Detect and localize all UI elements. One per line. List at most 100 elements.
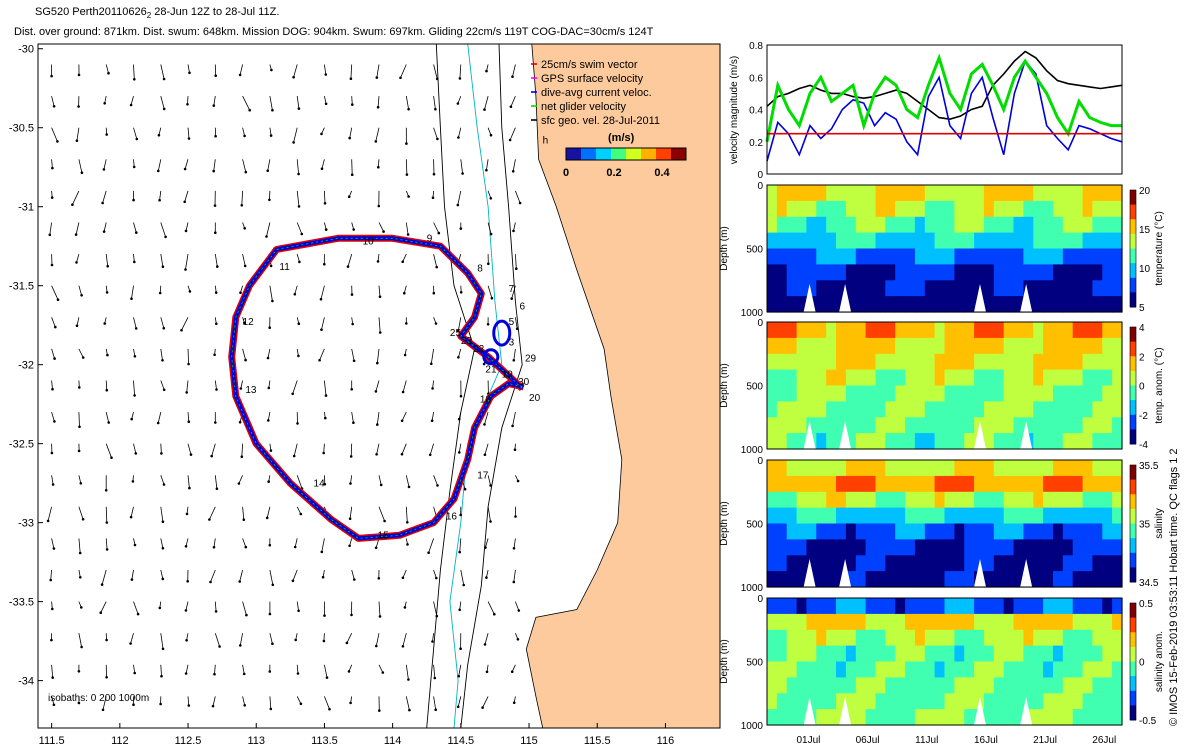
y-tick-label: -31.5 xyxy=(9,281,34,293)
velocity-arrow xyxy=(214,254,218,267)
velocity-arrow-head xyxy=(75,324,79,328)
velocity-arrow-head xyxy=(352,228,356,231)
section-cell xyxy=(1062,248,1074,265)
velocity-arrow-head xyxy=(184,609,188,612)
velocity-arrow-head xyxy=(189,453,193,456)
legend-unit: (m/s) xyxy=(608,132,635,144)
velocity-arrow-head xyxy=(133,671,136,675)
velocity-arrow xyxy=(515,190,521,204)
section-cell xyxy=(954,185,965,202)
section-cell xyxy=(974,248,985,265)
velocity-arrow xyxy=(484,633,489,645)
section-cell xyxy=(1102,491,1113,509)
section-cell xyxy=(826,629,837,647)
velocity-arrow-head xyxy=(459,647,462,650)
velocity-arrow-head xyxy=(270,68,273,72)
section-cell xyxy=(776,385,788,402)
velocity-arrow xyxy=(432,633,434,642)
section-cell xyxy=(944,598,955,615)
velocity-arrow-head xyxy=(208,518,211,521)
section-cell xyxy=(1033,709,1044,726)
section-cell xyxy=(836,369,847,387)
section-cell xyxy=(1062,353,1074,371)
velocity-arrow-head xyxy=(297,609,300,613)
section-cell xyxy=(1013,491,1024,509)
section-colorbar-segment xyxy=(1130,219,1136,235)
section-cell xyxy=(895,645,906,663)
velocity-arrow-head xyxy=(463,487,467,491)
velocity-arrow-head xyxy=(214,421,217,424)
section-colorbar-tick: -0.5 xyxy=(1139,716,1157,727)
section-cell xyxy=(934,475,946,493)
velocity-arrow xyxy=(376,348,380,364)
velocity-arrow-head xyxy=(52,703,56,707)
section-cell xyxy=(885,460,896,477)
section-cell xyxy=(1043,523,1054,540)
velocity-arrow-head xyxy=(161,359,164,362)
section-cell xyxy=(964,185,975,202)
y-tick-label: -32.5 xyxy=(9,439,34,451)
section-cell xyxy=(1033,613,1044,631)
section-cell xyxy=(1102,322,1113,339)
section-cell xyxy=(1013,401,1024,418)
section-cell xyxy=(816,491,827,509)
section-cell xyxy=(1092,322,1103,339)
velocity-arrow-head xyxy=(407,195,410,198)
velocity-arrow xyxy=(186,380,189,393)
velocity-y-tick-label: 0.8 xyxy=(749,41,763,52)
section-cell xyxy=(1092,693,1103,710)
section-data-gap xyxy=(974,421,986,449)
x-tick-label: 116 xyxy=(657,735,675,747)
velocity-arrow xyxy=(239,569,243,582)
section-cell xyxy=(826,337,837,355)
section-cell xyxy=(836,491,847,509)
section-cell xyxy=(1053,661,1064,678)
section-cell xyxy=(845,709,857,726)
track-day-label: 21 xyxy=(485,365,497,376)
section-cell xyxy=(1033,417,1044,434)
track-day-label: 13 xyxy=(245,385,257,396)
velocity-arrow xyxy=(185,254,189,270)
track-day-label: 18 xyxy=(480,395,492,406)
velocity-arrow-head xyxy=(319,297,323,301)
section-cell xyxy=(885,248,896,265)
section-cell xyxy=(1062,385,1074,402)
section-cell xyxy=(1023,401,1034,418)
section-cell xyxy=(944,475,955,493)
section-y-tick-label: 500 xyxy=(746,520,763,531)
velocity-arrow xyxy=(457,190,462,206)
velocity-arrow-head xyxy=(162,388,166,392)
section-cell xyxy=(1112,280,1123,297)
section-cell xyxy=(826,433,837,450)
section-cell xyxy=(983,475,995,493)
section-cell xyxy=(914,337,926,355)
section-cell xyxy=(944,677,955,694)
section-cell xyxy=(1013,613,1024,631)
section-cell xyxy=(1072,385,1084,402)
section-cell xyxy=(914,693,926,710)
section-cell xyxy=(786,216,798,234)
section-cell xyxy=(816,353,827,371)
section-cell xyxy=(1023,280,1034,297)
section-cell xyxy=(836,216,847,234)
section-cell xyxy=(1053,539,1064,556)
section-cell xyxy=(865,401,877,418)
section-cell xyxy=(826,571,837,588)
section-cell xyxy=(806,555,817,572)
section-cell xyxy=(767,539,778,556)
velocity-arrow xyxy=(459,64,462,79)
velocity-arrow-head xyxy=(158,198,161,202)
section-cell xyxy=(836,523,847,540)
section-cell xyxy=(796,709,808,726)
velocity-arrow xyxy=(324,664,328,678)
velocity-arrow-head xyxy=(75,139,79,142)
section-cell xyxy=(993,523,1005,540)
section-cell xyxy=(1072,322,1084,339)
section-cell xyxy=(826,369,837,387)
section-cell xyxy=(1072,613,1084,631)
section-cell xyxy=(1013,216,1024,234)
section-cell xyxy=(1043,200,1054,218)
section-cell xyxy=(865,417,877,434)
section-cell xyxy=(816,200,827,218)
velocity-arrow-head xyxy=(349,701,352,705)
